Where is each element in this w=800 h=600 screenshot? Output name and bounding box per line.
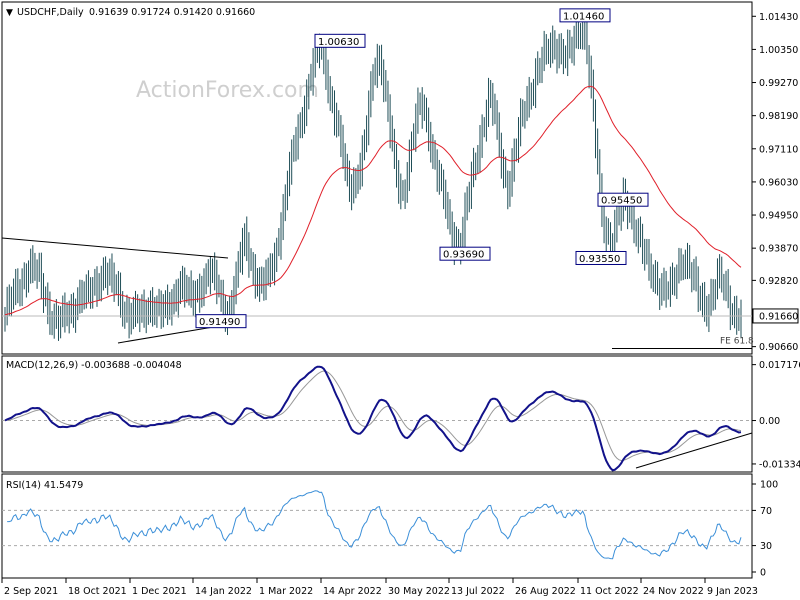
x-tick-label: 14 Apr 2022 (323, 586, 382, 597)
price-annotation-label: 1.01460 (563, 11, 604, 22)
price-annotation-label: 1.00630 (318, 37, 359, 48)
price-tick-label: 0.97110 (759, 144, 798, 155)
rsi-line (7, 490, 742, 560)
price-tick-label: 0.99270 (759, 78, 798, 89)
price-annotation-label: 0.95450 (601, 196, 642, 207)
macd-panel-frame (1, 355, 753, 473)
price-annotation-box (195, 314, 247, 329)
price-tick-label: 0.96030 (759, 177, 798, 188)
price-tick-label: 1.00350 (759, 45, 798, 56)
price-annotation-box (314, 33, 366, 48)
rsi-tick-label: 30 (760, 541, 772, 552)
price-annotation-box (597, 192, 649, 207)
fe-618-label: FE 61.8 (720, 337, 754, 347)
axes: 1.01430 1.00350 0.99270 0.98190 0.97110 0.960… (1, 12, 800, 597)
upper-trendline (1, 237, 229, 259)
price-tick-label: 0.92820 (759, 276, 798, 287)
macd-signal-line (4, 370, 742, 462)
triangle-down-icon: ▼ (6, 8, 13, 18)
x-tick-label: 11 Oct 2022 (580, 586, 639, 597)
x-tick-label: 1 Mar 2022 (259, 586, 313, 597)
x-tick-label: 9 Jan 2023 (707, 586, 758, 597)
rsi-series (2, 490, 752, 560)
x-tick-label: 13 Jul 2022 (451, 586, 505, 597)
rsi-label: RSI(14) 41.5479 (6, 480, 83, 491)
rsi-tick-label: 70 (760, 506, 772, 517)
moving-average-line (4, 85, 742, 316)
price-tick-label: 0.98190 (759, 111, 798, 122)
macd-tick-label: 0.017176 (759, 360, 800, 371)
x-tick-label: 26 Aug 2022 (515, 586, 576, 597)
rsi-tick-label: 100 (760, 480, 778, 491)
x-tick-label: 14 Jan 2022 (195, 586, 252, 597)
rsi-panel-frame (1, 473, 753, 579)
symbol-label: USDCHF,Daily (17, 7, 84, 18)
price-series: 1.00630 1.01460 0.93690 0.95450 0.93550 0.914… (1, 8, 754, 349)
watermark: ActionForex.com (136, 78, 319, 103)
price-annotation-box (575, 250, 627, 265)
price-tick-label: 0.90660 (759, 342, 798, 353)
price-tick-label: 0.94950 (759, 211, 798, 222)
macd-label: MACD(12,26,9) -0.003688 -0.004048 (6, 360, 182, 371)
current-price-box (752, 308, 799, 324)
price-annotation-label: 0.91490 (199, 317, 240, 328)
macd-series (2, 365, 753, 472)
x-tick-label: 18 Oct 2021 (68, 586, 127, 597)
price-tick-label: 1.01430 (759, 12, 798, 23)
price-annotation-label: 0.93690 (443, 250, 484, 261)
x-tick-label: 24 Nov 2022 (643, 586, 704, 597)
x-tick-label: 1 Dec 2021 (132, 586, 187, 597)
ohlc-readout: 0.91639 0.91724 0.91420 0.91660 (89, 7, 255, 18)
price-tick-label: 0.93870 (759, 244, 798, 255)
price-panel-frame (1, 1, 753, 355)
macd-tick-label: 0.00 (759, 416, 780, 427)
macd-line (4, 365, 742, 472)
price-annotation-box (439, 246, 491, 261)
macd-trendline (635, 432, 753, 469)
x-tick-label: 2 Sep 2021 (4, 586, 58, 597)
x-tick-label: 30 May 2022 (388, 586, 450, 597)
price-annotation-box (559, 8, 611, 23)
price-tick-label: 0.91660 (759, 311, 798, 322)
price-annotation-label: 0.93550 (579, 254, 620, 265)
rsi-tick-label: 0 (760, 568, 766, 579)
macd-tick-label: -0.01334 (759, 459, 800, 470)
